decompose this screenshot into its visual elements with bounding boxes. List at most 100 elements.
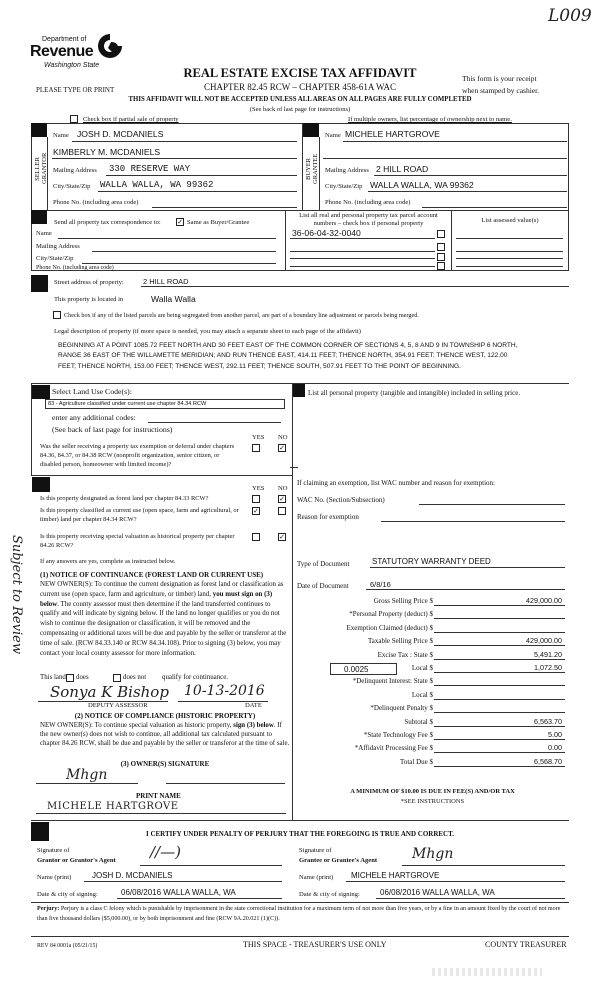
- legal-description-label: Legal description of property (if more s…: [54, 328, 361, 335]
- forest-no-checkbox[interactable]: [278, 495, 286, 503]
- historic-question: Is this property receiving special valua…: [40, 533, 235, 549]
- seller-mailing-value: 330 RESERVE WAY: [109, 164, 191, 174]
- tax-row-line: [434, 765, 565, 767]
- owner-signature-line-2[interactable]: [166, 783, 285, 784]
- corr-city-input[interactable]: [82, 263, 276, 264]
- street-input[interactable]: [141, 286, 569, 287]
- assessed-value-input[interactable]: [456, 258, 563, 259]
- forest-yes-checkbox[interactable]: [252, 495, 260, 503]
- assessed-value-input[interactable]: [456, 238, 563, 239]
- located-value: Walla Walla: [151, 294, 196, 304]
- segregated-checkbox[interactable]: [53, 311, 61, 319]
- personal-property-checkbox[interactable]: [437, 262, 445, 270]
- grantor-date-city-value: 06/08/2016 WALLA WALLA, WA: [121, 888, 236, 897]
- buyer-side-label: BUYER GRANTEE: [305, 154, 319, 184]
- tax-row-label: Excise Tax : State $: [377, 650, 433, 659]
- personal-property-checkbox[interactable]: [437, 230, 445, 238]
- agency-line1: Department of: [42, 36, 87, 43]
- local-rate-value: 0.0025: [344, 665, 369, 674]
- notice2-text-a: NEW OWNER(S): To continue special valuat…: [40, 722, 232, 729]
- doc-date-input[interactable]: [366, 589, 565, 590]
- tax-row-value: 1,072.50: [534, 663, 562, 672]
- local-rate-box[interactable]: 0.0025: [330, 663, 397, 675]
- grantee-date-city-input[interactable]: [376, 898, 565, 899]
- seller-city-value: WALLA WALLA, WA 99362: [100, 180, 214, 190]
- grantee-name-input[interactable]: [346, 881, 565, 882]
- historic-no-checkbox[interactable]: [278, 533, 286, 541]
- corr-mailing-input[interactable]: [92, 251, 276, 252]
- corr-phone-label: Phone No. (including area code): [36, 265, 114, 271]
- tax-row-label: Total Due $: [400, 757, 433, 766]
- exemption-yes-checkbox[interactable]: [252, 444, 260, 452]
- current-use-no-checkbox[interactable]: [278, 507, 286, 515]
- seller-name-label: Name: [53, 132, 69, 139]
- segregated-label: Check box if any of the listed parcels a…: [64, 312, 419, 319]
- owner-signature-line[interactable]: [36, 783, 138, 784]
- buyer-city-label: City/State/Zip: [325, 183, 363, 190]
- doc-date-label: Date of Document: [297, 582, 349, 590]
- partial-sale-checkbox[interactable]: [70, 115, 78, 123]
- grantor-date-city-input[interactable]: [117, 898, 282, 899]
- seller-mailing-label: Mailing Address: [53, 167, 97, 174]
- same-as-buyer-checkbox[interactable]: [176, 218, 184, 226]
- tax-row-line: [434, 698, 565, 700]
- print-name-value: MICHELE HARTGROVE: [47, 801, 179, 812]
- personal-property-checkbox[interactable]: [437, 243, 445, 251]
- historic-yes-checkbox[interactable]: [252, 533, 260, 541]
- grantee-agent-label: Grantee or Grantee's Agent: [299, 857, 378, 864]
- exemption-no-checkbox[interactable]: [278, 444, 286, 452]
- tax-row-line: [434, 658, 565, 660]
- certification-statement: I CERTIFY UNDER PENALTY OF PERJURY THAT …: [145, 830, 454, 838]
- buyer-phone-label: Phone No. (including area code): [325, 199, 411, 206]
- doc-type-value: STATUTORY WARRANTY DEED: [372, 557, 491, 566]
- if-yes-instruction: If any answers are yes, complete as inst…: [40, 558, 176, 565]
- land-use-select[interactable]: 83 - Agriculture classified under curren…: [45, 399, 285, 409]
- personal-property-checkbox[interactable]: [437, 253, 445, 261]
- parcel-number-input[interactable]: [290, 266, 435, 267]
- parties-box: [31, 123, 569, 271]
- street-value: 2 HILL ROAD: [143, 277, 189, 286]
- tax-row-value: 5,491.20: [534, 649, 562, 659]
- grantee-date-city-value: 06/08/2016 WALLA WALLA, WA: [380, 888, 495, 897]
- notice2-title: (2) NOTICE OF COMPLIANCE (HISTORIC PROPE…: [74, 712, 256, 720]
- parcel-number-input[interactable]: [290, 251, 435, 252]
- tax-row-value: 429,000.00: [526, 636, 562, 646]
- does-checkbox[interactable]: [66, 674, 74, 682]
- tax-row-value: 6,568.70: [534, 756, 562, 766]
- doc-type-label: Type of Document: [297, 560, 350, 568]
- tax-row-line: [434, 672, 565, 673]
- seller-name2-value: KIMBERLY M. MCDANIELS: [53, 147, 161, 157]
- section-marker-8: [31, 822, 49, 841]
- form-id: REV 84 0001a (05/21/15): [37, 943, 98, 949]
- section-marker-1: [31, 123, 47, 137]
- buyer-name2-line[interactable]: [323, 158, 567, 159]
- wac-input[interactable]: [419, 504, 565, 505]
- grantee-signature-line[interactable]: [402, 865, 565, 866]
- tax-row-label: Subtotal $: [404, 717, 433, 726]
- grantor-signature-line[interactable]: [140, 865, 282, 866]
- section-marker-3: [31, 210, 47, 224]
- corr-phone-input[interactable]: [130, 270, 276, 271]
- notice3-title: (3) OWNER(S) SIGNATURE: [120, 760, 210, 768]
- exemption-reason-label: Reason for exemption: [297, 513, 359, 521]
- grantor-name-input[interactable]: [84, 881, 282, 882]
- corr-name-input[interactable]: [58, 238, 276, 239]
- current-use-yes-checkbox[interactable]: [252, 507, 260, 515]
- see-back-note: (See back of last page for instructions): [249, 106, 351, 113]
- seller-city-label: City/State/Zip: [53, 183, 91, 190]
- divider: [451, 210, 452, 271]
- grantee-name-label: Name (print): [299, 874, 334, 881]
- tax-row-line: [434, 618, 565, 620]
- doc-type-input[interactable]: [370, 567, 565, 568]
- assessed-value-input[interactable]: [456, 266, 563, 267]
- yes-header: YES: [252, 485, 265, 492]
- parcel-number-input[interactable]: [290, 258, 435, 259]
- exemption-reason-input[interactable]: [381, 521, 565, 522]
- minimum-due-note: A MINIMUM OF $10.00 IS DUE IN FEE(S) AND…: [350, 788, 515, 795]
- grantee-label: GRANTEE: [312, 153, 319, 184]
- does-not-checkbox[interactable]: [113, 674, 121, 682]
- additional-codes-input[interactable]: [148, 422, 281, 423]
- assessed-value-input[interactable]: [456, 251, 563, 252]
- notice1-text-a: NEW OWNER(S): To continue the current de…: [40, 581, 284, 598]
- treasurer-space-label: THIS SPACE - TREASURER'S USE ONLY: [243, 940, 387, 949]
